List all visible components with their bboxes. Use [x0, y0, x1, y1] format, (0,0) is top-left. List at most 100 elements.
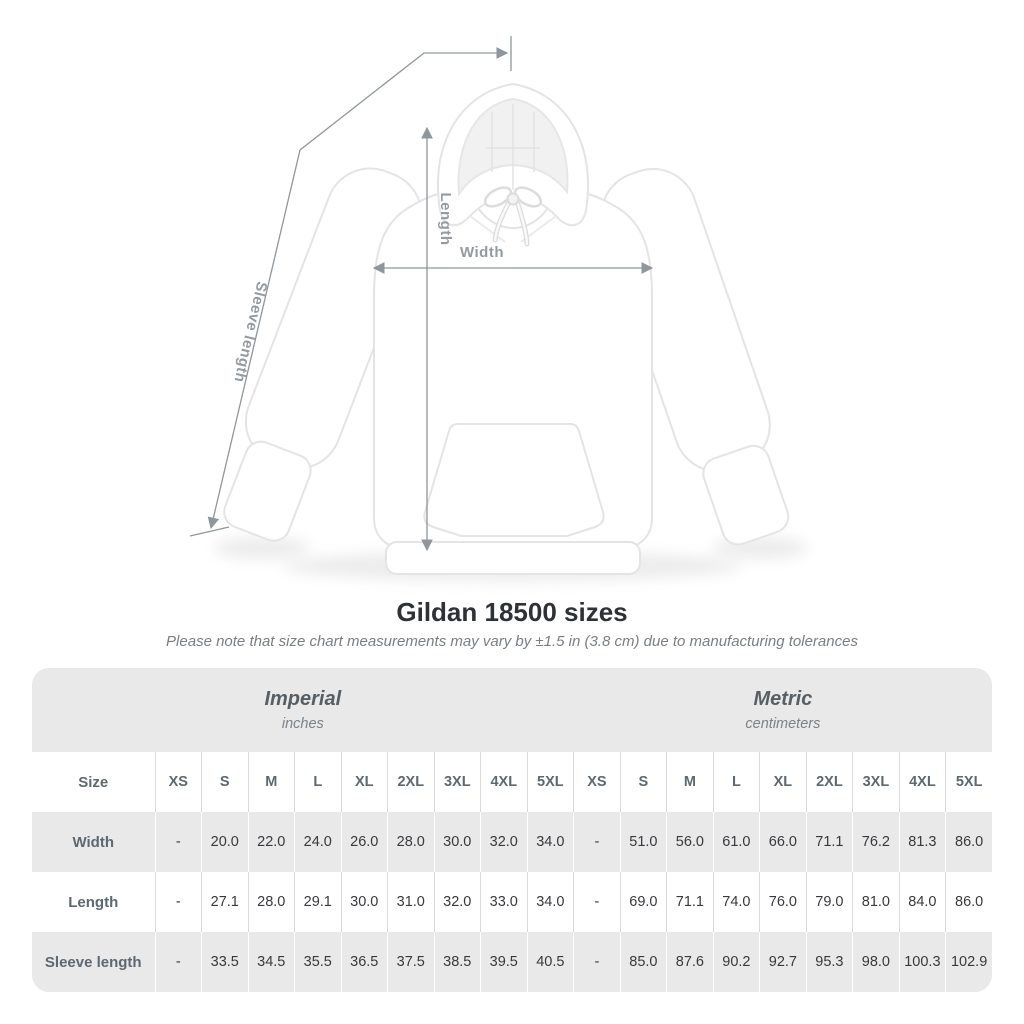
data-cell: 31.0 [387, 872, 434, 932]
size-col-header: 3XL [852, 752, 900, 812]
hoodie-measurement-diagram: Width Length Sleeve length [189, 36, 808, 581]
size-col-header: XL [759, 752, 807, 812]
metric-label: Metric [753, 687, 813, 710]
size-header-row: Size XS S M L XL 2XL 3XL 4XL 5XL XS S M … [32, 752, 992, 812]
sleeve-end-tick [189, 526, 230, 537]
table-row-length: Length - 27.1 28.0 29.1 30.0 31.0 32.0 3… [32, 872, 992, 932]
size-col-header: L [712, 752, 760, 812]
data-cell: 40.5 [526, 932, 574, 992]
data-cell: 66.0 [759, 812, 807, 872]
data-cell: 33.0 [480, 872, 527, 932]
size-col-header: 4XL [898, 752, 946, 812]
page-title: Gildan 18500 sizes [396, 597, 628, 627]
data-cell: - [573, 932, 621, 992]
data-cell: - [573, 872, 621, 932]
data-cell: 35.5 [294, 932, 341, 992]
data-cell: 26.0 [340, 812, 388, 872]
data-cell: 84.0 [898, 872, 946, 932]
data-cell: 90.2 [712, 932, 760, 992]
data-cell: 81.0 [852, 872, 900, 932]
hoodie-illustration: Width Length Sleeve length [189, 36, 808, 581]
row-label-length: Length [32, 872, 155, 932]
data-cell: 69.0 [619, 872, 667, 932]
unit-header-row: Imperial inches Metric centimeters [32, 668, 992, 752]
size-col-header: M [247, 752, 295, 812]
data-cell: 36.5 [340, 932, 388, 992]
data-cell: 92.7 [759, 932, 807, 992]
size-col-header: 2XL [805, 752, 853, 812]
data-cell: 95.3 [805, 932, 853, 992]
data-cell: 61.0 [712, 812, 760, 872]
measurement-arrows [189, 36, 654, 552]
size-col-header: XL [340, 752, 388, 812]
data-cell: 30.0 [433, 812, 481, 872]
data-cell: 39.5 [480, 932, 527, 992]
data-cell: 30.0 [340, 872, 388, 932]
data-cell: 100.3 [898, 932, 946, 992]
data-cell: 33.5 [201, 932, 248, 992]
size-col-header: 5XL [526, 752, 574, 812]
hoodie-pocket [423, 423, 605, 537]
data-cell: 74.0 [712, 872, 760, 932]
data-cell: 98.0 [852, 932, 900, 992]
data-cell: - [573, 812, 621, 872]
corner-header-size: Size [32, 752, 155, 812]
data-cell: 76.0 [759, 872, 807, 932]
table-row-width: Width - 20.0 22.0 24.0 26.0 28.0 30.0 32… [32, 812, 992, 872]
data-cell: 71.1 [666, 872, 714, 932]
data-cell: 56.0 [666, 812, 714, 872]
data-cell: 34.0 [526, 812, 574, 872]
data-cell: 29.1 [294, 872, 341, 932]
data-cell: 86.0 [945, 812, 992, 872]
size-col-header: L [294, 752, 341, 812]
data-cell: 24.0 [294, 812, 341, 872]
size-col-header: XS [154, 752, 202, 812]
data-cell: 37.5 [387, 932, 434, 992]
sleeve-length-arrow [207, 47, 509, 530]
table-row-sleeve-length: Sleeve length - 33.5 34.5 35.5 36.5 37.5… [32, 932, 992, 992]
imperial-label: Imperial [264, 687, 342, 710]
unit-band-imperial: Imperial inches [32, 668, 574, 752]
data-cell: 87.6 [666, 932, 714, 992]
data-cell: 38.5 [433, 932, 481, 992]
size-col-header: S [201, 752, 248, 812]
width-measure-label: Width [460, 244, 504, 261]
data-cell: - [154, 872, 202, 932]
size-col-header: S [619, 752, 667, 812]
data-cell: 28.0 [247, 872, 295, 932]
data-cell: 85.0 [619, 932, 667, 992]
data-cell: - [154, 932, 202, 992]
row-label-width: Width [32, 812, 155, 872]
data-cell: 32.0 [480, 812, 527, 872]
data-cell: - [154, 812, 202, 872]
data-cell: 71.1 [805, 812, 853, 872]
data-cell: 28.0 [387, 812, 434, 872]
data-cell: 32.0 [433, 872, 481, 932]
data-cell: 86.0 [945, 872, 992, 932]
imperial-unit-label: inches [281, 715, 324, 732]
unit-band-metric: Metric centimeters [573, 668, 992, 752]
row-label-sleeve-length: Sleeve length [32, 932, 155, 992]
data-cell: 22.0 [247, 812, 295, 872]
size-col-header: 2XL [387, 752, 434, 812]
size-col-header: 3XL [433, 752, 481, 812]
data-cell: 76.2 [852, 812, 900, 872]
size-col-header: XS [573, 752, 621, 812]
data-cell: 20.0 [201, 812, 248, 872]
tolerance-note: Please note that size chart measurements… [166, 633, 858, 650]
data-cell: 102.9 [945, 932, 992, 992]
size-chart-table: Imperial inches Metric centimeters Size … [32, 668, 992, 992]
data-cell: 79.0 [805, 872, 853, 932]
data-cell: 51.0 [619, 812, 667, 872]
data-cell: 27.1 [201, 872, 248, 932]
hoodie-graphic [223, 82, 790, 575]
data-cell: 34.0 [526, 872, 574, 932]
metric-unit-label: centimeters [745, 715, 821, 732]
hoodie-hem [385, 541, 641, 575]
size-col-header: 5XL [945, 752, 992, 812]
size-col-header: 4XL [480, 752, 527, 812]
data-cell: 34.5 [247, 932, 295, 992]
size-table-container: Imperial inches Metric centimeters Size … [32, 668, 992, 992]
length-measure-label: Length [437, 193, 454, 246]
